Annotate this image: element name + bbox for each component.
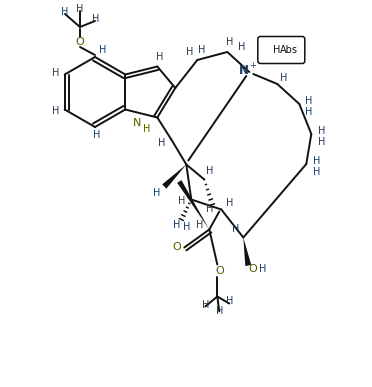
- Text: H: H: [153, 187, 160, 197]
- Text: O: O: [172, 243, 181, 252]
- Text: H: H: [305, 96, 312, 106]
- Text: H: H: [173, 219, 180, 229]
- Text: H: H: [61, 7, 69, 17]
- Text: H: H: [186, 47, 193, 57]
- Text: H: H: [198, 45, 205, 55]
- Text: H: H: [93, 130, 101, 140]
- Text: H: H: [216, 305, 223, 315]
- Text: H: H: [226, 37, 233, 47]
- Text: H: H: [92, 14, 100, 24]
- Text: H: H: [142, 123, 150, 134]
- Polygon shape: [177, 180, 209, 229]
- Text: H: H: [52, 106, 60, 116]
- Text: H: H: [99, 45, 107, 55]
- Text: H: H: [206, 204, 213, 214]
- Polygon shape: [243, 238, 251, 266]
- Text: +: +: [249, 60, 256, 70]
- Text: H: H: [158, 137, 165, 147]
- Text: H: H: [226, 296, 233, 307]
- Text: H: H: [206, 166, 213, 176]
- Text: H: H: [226, 199, 233, 209]
- Text: H: H: [273, 45, 280, 55]
- Text: H: H: [76, 4, 84, 14]
- Text: H: H: [305, 107, 312, 117]
- Text: H: H: [177, 197, 185, 207]
- Text: H: H: [312, 156, 320, 166]
- Polygon shape: [162, 164, 186, 188]
- Text: H: H: [183, 223, 190, 233]
- Text: O: O: [215, 267, 224, 276]
- Text: H: H: [52, 67, 60, 77]
- Text: H: H: [280, 73, 287, 83]
- Text: H: H: [202, 300, 209, 310]
- Text: H: H: [259, 264, 266, 274]
- Text: H: H: [312, 167, 320, 177]
- Text: H: H: [155, 53, 163, 62]
- Text: H: H: [196, 219, 203, 229]
- Text: H: H: [318, 137, 325, 147]
- Text: H: H: [318, 126, 325, 136]
- Text: N: N: [133, 118, 141, 128]
- Text: N: N: [239, 63, 249, 77]
- Text: H: H: [232, 224, 239, 235]
- Text: Abs: Abs: [280, 45, 298, 55]
- Text: O: O: [248, 264, 257, 274]
- FancyBboxPatch shape: [258, 36, 305, 63]
- Text: O: O: [76, 37, 84, 47]
- Text: H: H: [238, 42, 245, 52]
